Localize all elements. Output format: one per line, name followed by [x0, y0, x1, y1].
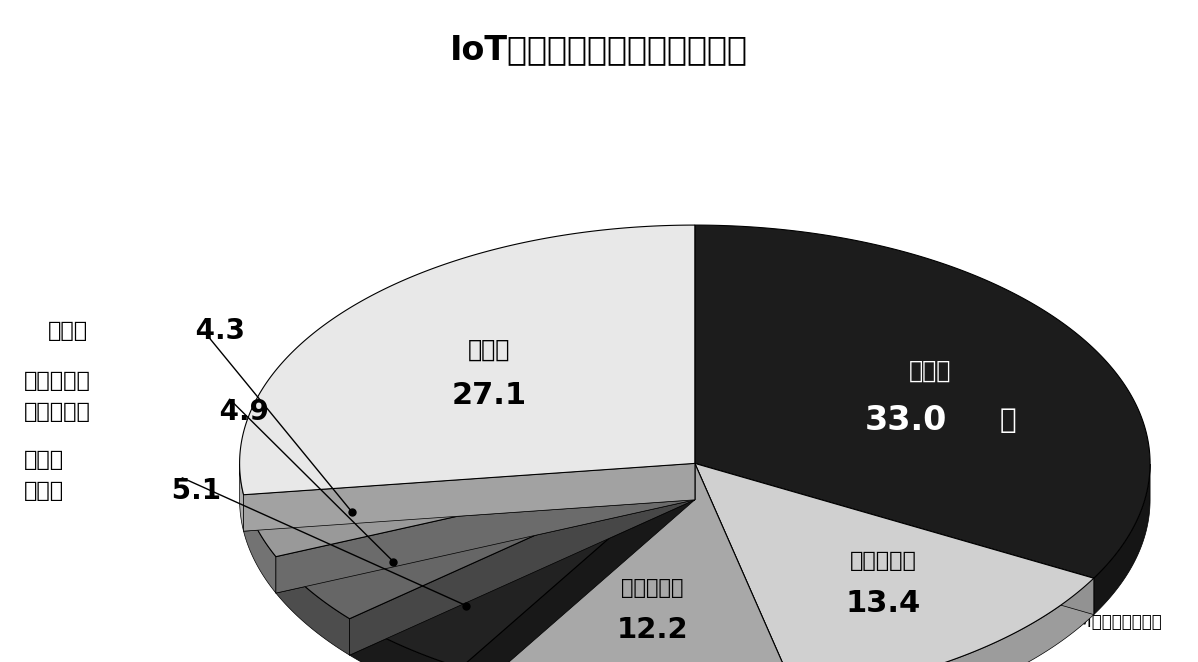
Text: 卧売業: 卧売業 [24, 450, 63, 470]
Polygon shape [243, 463, 695, 531]
Polygon shape [243, 463, 695, 557]
Text: （MM総研資料より）: （MM総研資料より） [1053, 613, 1162, 632]
Text: 33.0: 33.0 [865, 404, 948, 437]
Polygon shape [243, 463, 695, 531]
Polygon shape [276, 557, 350, 655]
Polygon shape [276, 463, 695, 593]
Polygon shape [461, 463, 695, 662]
Polygon shape [243, 495, 276, 593]
Text: ％: ％ [999, 406, 1016, 434]
Text: その他: その他 [468, 338, 510, 361]
Polygon shape [695, 463, 797, 662]
Polygon shape [695, 463, 1094, 614]
Text: 教育・研究: 教育・研究 [24, 371, 91, 391]
Text: 27.1: 27.1 [452, 381, 527, 410]
Text: 小売業: 小売業 [24, 481, 63, 501]
Polygon shape [695, 463, 1094, 614]
Polygon shape [695, 463, 1094, 662]
Polygon shape [276, 463, 695, 593]
Polygon shape [350, 463, 695, 662]
Text: 製造業: 製造業 [909, 359, 951, 383]
Text: 12.2: 12.2 [616, 616, 688, 643]
Text: IoT導入企業における業種割合: IoT導入企業における業種割合 [450, 33, 748, 66]
Text: 医療・福祉: 医療・福祉 [24, 402, 91, 422]
Polygon shape [461, 463, 797, 662]
Polygon shape [461, 463, 695, 662]
Polygon shape [350, 463, 695, 655]
Polygon shape [240, 464, 243, 531]
Text: 13.4: 13.4 [846, 589, 921, 618]
Polygon shape [350, 619, 461, 662]
Text: 4.9: 4.9 [210, 398, 268, 426]
Text: 4.3: 4.3 [186, 317, 244, 345]
Polygon shape [240, 225, 695, 495]
Text: サービス業: サービス業 [851, 551, 916, 571]
Text: 建設業: 建設業 [48, 321, 87, 341]
Text: 5.1: 5.1 [162, 477, 220, 505]
Polygon shape [1094, 464, 1150, 614]
Polygon shape [797, 578, 1094, 662]
Polygon shape [350, 463, 695, 655]
Polygon shape [695, 225, 1150, 578]
Text: 情報通信業: 情報通信業 [621, 578, 683, 598]
Polygon shape [695, 463, 797, 662]
Polygon shape [276, 463, 695, 619]
